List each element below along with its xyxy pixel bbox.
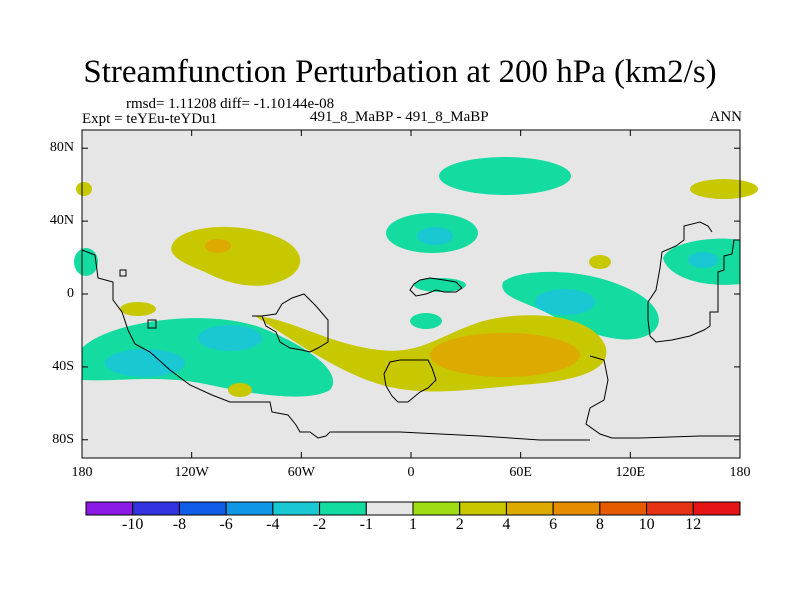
colorbar-swatch: [85, 501, 134, 516]
x-tick-label: 60W: [287, 465, 315, 480]
y-tick-label: 40S: [52, 358, 74, 374]
coast-americas: [81, 249, 327, 439]
region-north-atlantic-core: [417, 227, 453, 245]
colorbar-label: 4: [502, 516, 511, 533]
region-blob-atlantic-south: [410, 313, 442, 329]
colorbar-swatch: [272, 501, 321, 516]
colorbar-swatch: [319, 501, 367, 516]
case-label: 491_8_MaBP - 491_8_MaBP: [310, 109, 489, 125]
colorbar-swatch: [412, 501, 461, 516]
colorbar-swatch: [599, 501, 648, 516]
colorbar-swatch: [646, 501, 694, 516]
region-equatorial-east-core: [535, 289, 595, 315]
region-north-central: [439, 157, 571, 195]
plot-background: [82, 130, 740, 458]
region-north-east: [690, 179, 758, 199]
y-tick-label: 80S: [52, 431, 74, 447]
period-label: ANN: [709, 109, 743, 125]
colorbar-swatch: [552, 501, 601, 516]
colorbar-swatch: [178, 501, 227, 516]
colorbar-label: -8: [172, 516, 187, 533]
coast-south-america: [252, 293, 329, 353]
coast-asia-pacific: [647, 221, 740, 343]
x-tick-label: 60E: [509, 465, 532, 480]
region-west-pacific-north-core: [688, 252, 718, 268]
coast-africa: [383, 359, 437, 403]
axis-ticks: [81, 130, 741, 458]
y-tick-label: 0: [67, 286, 74, 301]
region-south-west-core-a: [105, 349, 185, 377]
colorbar-swatch: [132, 501, 180, 516]
x-tick-label: 180: [71, 465, 93, 480]
colorbar-label: 10: [638, 516, 655, 533]
coast-europe: [409, 277, 463, 297]
colorbar-label: -4: [266, 516, 280, 533]
colorbar-label: -2: [312, 516, 327, 533]
x-tick-label: 180: [729, 465, 751, 480]
region-far-west-north: [76, 182, 92, 196]
colorbar-label: 8: [595, 516, 604, 533]
coast-australia-antarctica: [585, 355, 740, 439]
coast-small-island-2: [147, 319, 157, 329]
colorbar-swatch: [459, 501, 507, 516]
y-tick-label: 80N: [49, 140, 74, 156]
region-north-pacific-core: [205, 239, 231, 253]
colorbar-label: -6: [219, 516, 233, 533]
colorbar-swatch: [505, 501, 554, 516]
x-tick-label: 0: [407, 465, 415, 480]
colorbar-label: -1: [359, 516, 373, 533]
colorbar-swatch: [692, 501, 741, 516]
region-blob-indian: [589, 255, 611, 269]
colorbar-label: 2: [455, 516, 464, 533]
x-tick-label: 120W: [174, 465, 209, 480]
region-north-pacific: [171, 226, 301, 286]
colorbar-label: 6: [549, 516, 558, 533]
chart-title: Streamfunction Perturbation at 200 hPa (…: [83, 54, 717, 90]
region-south-central-core: [430, 333, 580, 377]
region-blob-west-1: [120, 302, 156, 316]
colorbar-label: 12: [685, 516, 702, 533]
colorbar: [85, 501, 741, 516]
colorbar-swatch: [225, 501, 274, 516]
colorbar-label: -10: [122, 516, 144, 533]
stats-label: rmsd= 1.11208 diff= -1.10144e-08: [126, 96, 335, 112]
region-south-west-core-b: [198, 325, 262, 351]
colorbar-swatch: [365, 501, 414, 516]
region-blob-south-pacific: [228, 383, 252, 397]
experiment-label: Expt = teYEu-teYDu1: [82, 111, 218, 127]
colorbar-label: 1: [409, 516, 417, 533]
x-tick-label: 120E: [615, 465, 646, 480]
region-blob-west-edge: [74, 248, 98, 276]
y-tick-label: 40N: [49, 213, 74, 229]
coast-small-island: [119, 269, 127, 277]
coastlines: [81, 221, 740, 441]
coast-antarctica: [325, 431, 590, 441]
